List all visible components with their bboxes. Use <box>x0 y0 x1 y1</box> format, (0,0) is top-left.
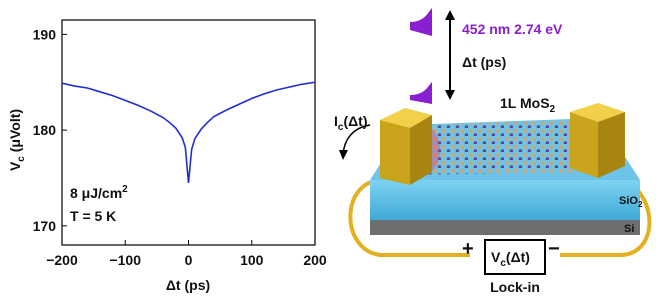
y-tick-label: 180 <box>33 122 57 138</box>
laser-pulse <box>410 82 432 104</box>
y-tick-label: 170 <box>33 218 57 234</box>
si-layer <box>370 220 640 235</box>
delay-label: Δt (ps) <box>462 54 506 70</box>
electrode-top <box>380 108 432 128</box>
voltage-label: Vc(Δt) <box>491 249 530 269</box>
minus-sign: − <box>548 238 560 260</box>
laser-pulse <box>410 8 432 36</box>
oxide-label: SiO2 <box>619 195 643 209</box>
x-tick-label: −200 <box>46 252 78 268</box>
chart: 170 180 190 −200 −100 0 100 200 <box>33 26 327 268</box>
instrument-label: Lock-in <box>490 279 540 295</box>
mos2-lattice <box>395 120 612 175</box>
annotation: T = 5 K <box>70 208 116 224</box>
y-tick-label: 190 <box>33 26 57 42</box>
current-label: Ic(Δt) <box>334 113 368 133</box>
electrode-side <box>598 112 625 178</box>
arrow-heads <box>445 10 455 100</box>
arrow-head <box>339 150 348 160</box>
lock-in-box <box>484 239 546 275</box>
data-line <box>61 81 316 183</box>
x-tick-label: −100 <box>109 252 141 268</box>
x-tick-label: 200 <box>303 252 327 268</box>
electrode <box>380 120 410 185</box>
sio2-layer <box>370 180 640 220</box>
x-tick-label: 100 <box>240 252 264 268</box>
electrode-side <box>410 115 432 185</box>
y-axis-label: Vc (μVolt) <box>7 109 27 171</box>
plus-sign: + <box>462 238 474 260</box>
substrate-label: Si <box>624 223 634 235</box>
x-tick-label: 0 <box>185 252 193 268</box>
electrode-top <box>570 103 625 122</box>
device-diagram <box>339 8 652 275</box>
annotation: 8 μJ/cm2 <box>70 184 128 201</box>
electrode <box>570 112 598 178</box>
laser-label: 452 nm 2.74 eV <box>462 21 563 37</box>
x-axis-label: Δt (ps) <box>166 277 210 293</box>
material-label: 1L MoS2 <box>500 95 556 115</box>
